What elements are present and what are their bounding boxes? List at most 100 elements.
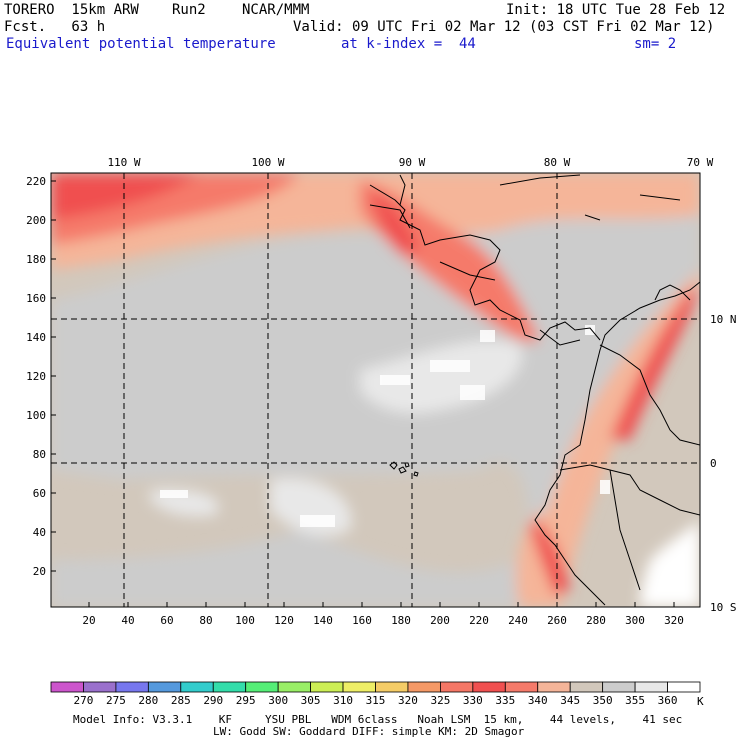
coast-yucatan <box>399 174 406 206</box>
colorbar-label: 345 <box>560 694 581 707</box>
graticule <box>51 173 700 607</box>
colorbar-swatch <box>407 681 441 693</box>
x-tick-label: 220 <box>469 614 489 627</box>
colorbar-swatch <box>245 681 279 693</box>
level-label: at k-index = 44 <box>341 36 476 52</box>
colorbar-swatch <box>212 681 247 693</box>
y-tick-label: 160 <box>26 292 46 305</box>
colorbar-label: 330 <box>462 694 483 707</box>
run-label: Run2 <box>172 2 206 18</box>
colorbar-swatch <box>504 681 539 693</box>
x-tick-label: 200 <box>430 614 450 627</box>
smoothing-label: sm= 2 <box>634 36 677 52</box>
coast-hispaniola <box>639 194 681 201</box>
y-tick-label: 200 <box>26 214 46 227</box>
x-tick-label: 140 <box>313 614 333 627</box>
lat-label-0: 0 <box>710 457 717 470</box>
x-tick-label: 40 <box>121 614 134 627</box>
x-tick-label: 20 <box>82 614 95 627</box>
coastlines <box>369 174 700 606</box>
org-label: NCAR/MMM <box>242 2 310 18</box>
x-tick-label: 80 <box>199 614 212 627</box>
init-time: Init: 18 UTC Tue 28 Feb 12 <box>506 2 726 18</box>
coast-central-america <box>369 184 601 341</box>
x-tick-label: 240 <box>508 614 528 627</box>
coast-venezuela <box>654 284 691 301</box>
colorbar-swatch <box>147 681 182 693</box>
colorbar-swatch <box>375 681 409 693</box>
colorbar-label: 280 <box>138 694 159 707</box>
y-axis-ticks: 220 200 180 160 140 120 100 80 60 40 20 <box>26 175 56 578</box>
y-tick-label: 100 <box>26 409 46 422</box>
colorbar-swatch <box>342 681 376 693</box>
colorbar-swatch <box>50 681 84 693</box>
colorbar-swatch <box>472 681 506 693</box>
colorbar-label: 275 <box>105 694 126 707</box>
field-band-335-peru <box>530 520 570 595</box>
colorbar-swatch <box>277 681 311 693</box>
colorbar-swatch <box>83 681 117 693</box>
colorbar-label: 290 <box>203 694 224 707</box>
field-band-360-se <box>640 520 700 607</box>
model-info-line: Model Info: V3.3.1 KF YSU PBL WDM 6class… <box>73 713 683 726</box>
coast-south-america <box>534 281 700 606</box>
y-tick-label: 220 <box>26 175 46 188</box>
field-speckles <box>160 325 610 527</box>
colorbar-label: 270 <box>73 694 94 707</box>
valid-time: Valid: 09 UTC Fri 02 Mar 12 (03 CST Fri … <box>293 19 715 35</box>
x-tick-label: 260 <box>547 614 567 627</box>
physics-info-line: LW: Godd SW: Goddard DIFF: simple KM: 2D… <box>213 725 525 738</box>
coast-andes-border <box>599 344 700 446</box>
colorbar-label: 320 <box>398 694 418 707</box>
field-band-335-sa <box>610 290 700 440</box>
y-tick-label: 180 <box>26 253 46 266</box>
colorbar-swatch <box>602 681 636 693</box>
colorbar-label: 355 <box>625 694 646 707</box>
longitude-labels: 110 W 100 W 90 W 80 W 70 W <box>107 156 713 169</box>
border-guatemala <box>369 204 411 229</box>
colorbar-label: 325 <box>430 694 451 707</box>
y-tick-label: 40 <box>33 526 46 539</box>
lon-label-110w: 110 W <box>107 156 140 169</box>
lon-label-70w: 70 W <box>687 156 714 169</box>
lat-label-10s: 10 S <box>710 601 737 614</box>
field-band-335-guat <box>370 190 420 255</box>
x-tick-label: 120 <box>274 614 294 627</box>
islands-galapagos <box>389 461 419 477</box>
colorbar-label: 360 <box>657 694 678 707</box>
colorbar-swatch <box>439 681 474 693</box>
colorbar <box>50 681 701 693</box>
x-tick-label: 100 <box>235 614 255 627</box>
colorbar-swatch <box>667 681 701 693</box>
colorbar-unit: K <box>697 695 704 708</box>
colorbar-label: 350 <box>592 694 613 707</box>
temperature-field <box>51 173 700 607</box>
latitude-labels: 10 N 0 10 S <box>710 313 737 614</box>
colorbar-swatch <box>310 681 344 693</box>
field-band-335-top <box>51 173 200 220</box>
x-axis-ticks: 20 40 60 80 100 120 140 160 180 200 220 240 260 280 30… <box>82 602 684 627</box>
colorbar-label: 315 <box>365 694 386 707</box>
colorbar-swatch <box>180 681 214 693</box>
coast-jamaica <box>584 214 601 221</box>
colorbar-label: 300 <box>268 694 289 707</box>
colorbar-swatch <box>537 681 571 693</box>
colorbar-label: 310 <box>333 694 353 707</box>
colorbar-label: 285 <box>170 694 191 707</box>
y-tick-label: 120 <box>26 370 46 383</box>
colorbar-swatch <box>115 681 149 693</box>
colorbar-label: 295 <box>235 694 256 707</box>
map-frame <box>50 172 701 608</box>
field-band-335-ca <box>360 180 540 342</box>
field-band-340-coast <box>516 510 560 607</box>
x-tick-label: 160 <box>352 614 372 627</box>
lat-label-10n: 10 N <box>710 313 737 326</box>
x-tick-label: 180 <box>391 614 411 627</box>
y-tick-label: 80 <box>33 448 46 461</box>
border-nicaragua <box>439 261 496 281</box>
lon-label-80w: 80 W <box>544 156 571 169</box>
border-peru-brazil <box>609 469 641 591</box>
colorbar-label: 340 <box>527 694 548 707</box>
border-ecuador-peru <box>559 464 700 516</box>
border-panama <box>539 329 581 346</box>
